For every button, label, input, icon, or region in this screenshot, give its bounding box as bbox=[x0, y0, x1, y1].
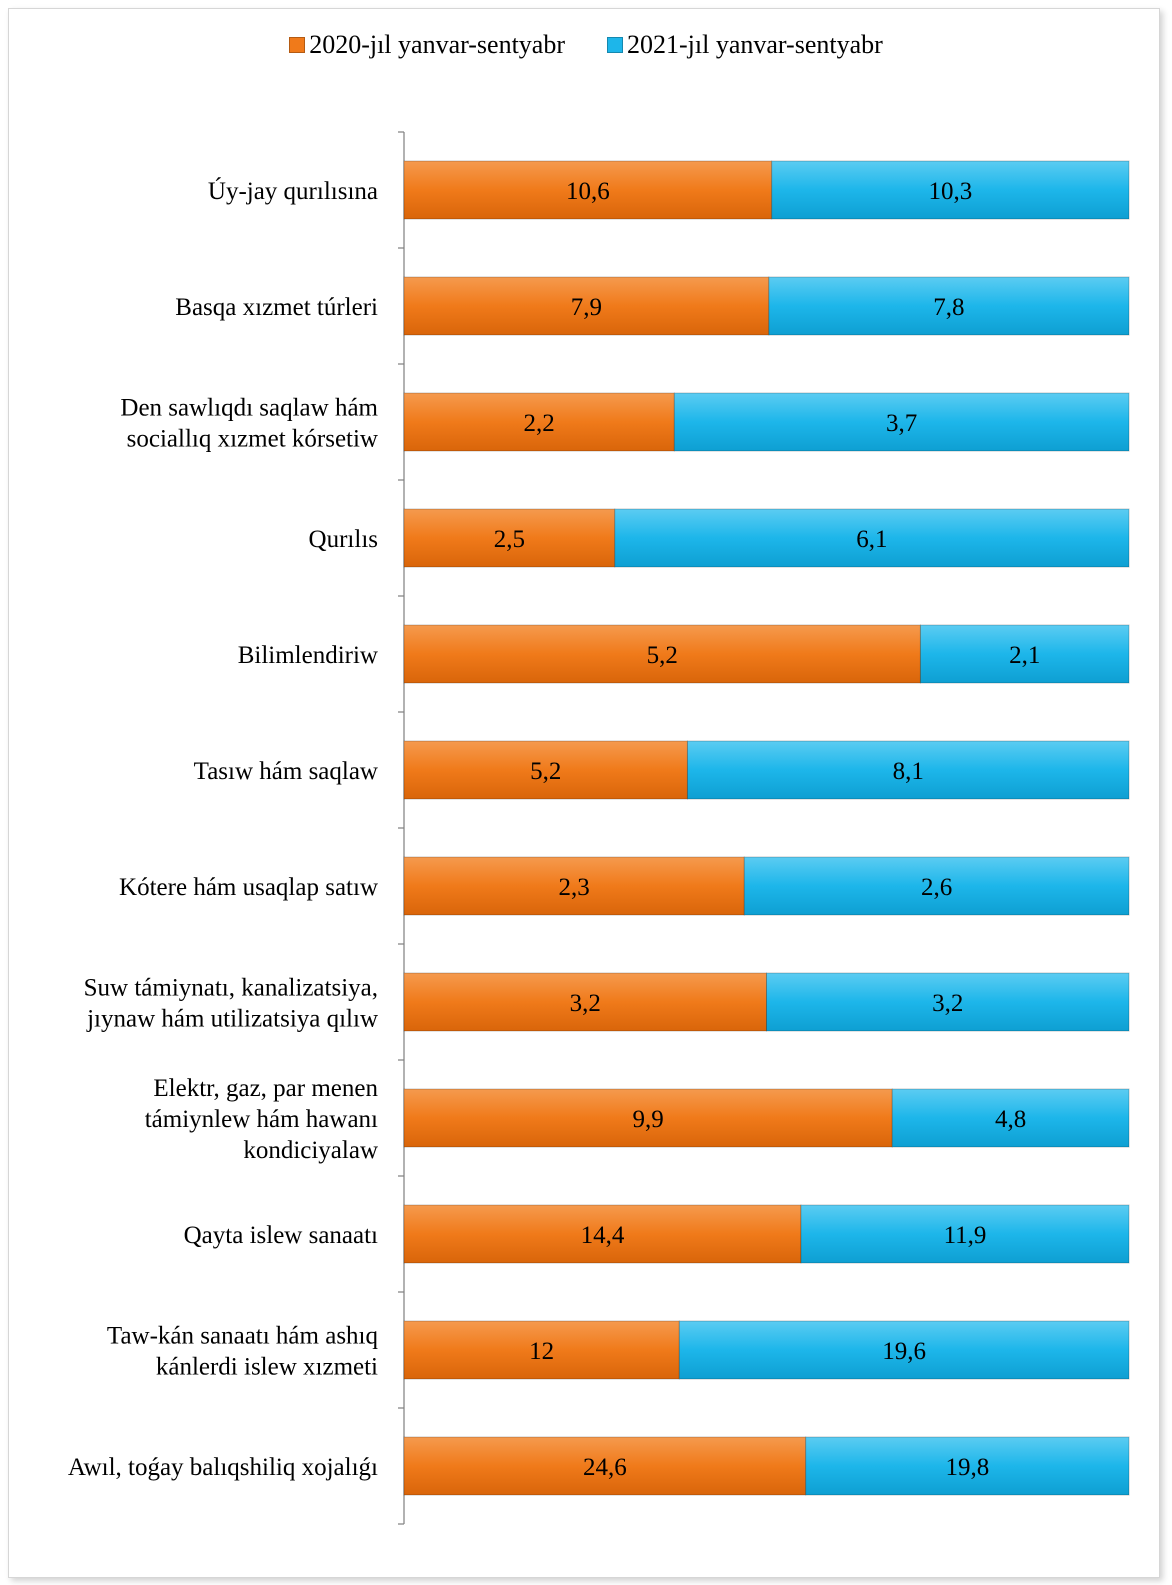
data-label: 14,4 bbox=[581, 1222, 625, 1249]
category-labels: Úy-jay qurılısına Basqa xızmet túrleri Den… bbox=[68, 177, 379, 1481]
category-label: Awıl, toǵay balıqshiliq xojalıǵı bbox=[68, 1454, 378, 1481]
category-label-line: kondiciyalaw bbox=[243, 1137, 378, 1164]
bar-2020 bbox=[403, 972, 767, 1032]
bar-2021 bbox=[800, 1204, 1130, 1264]
category-label-line: jıynaw hám utilizatsiya qılıw bbox=[86, 1006, 378, 1033]
category-label: Suw támiynatı, kanalizatsiya, jıynaw hám … bbox=[84, 975, 378, 1033]
data-label: 2,3 bbox=[559, 874, 590, 901]
category-label-line: Suw támiynatı, kanalizatsiya, bbox=[84, 975, 378, 1002]
data-label: 3,2 bbox=[570, 990, 601, 1017]
data-label: 19,6 bbox=[882, 1338, 926, 1365]
data-label: 3,7 bbox=[886, 410, 917, 437]
category-label-line: Kótere hám usaqlap satıw bbox=[119, 874, 378, 901]
bar-2020 bbox=[403, 392, 675, 452]
bar-2021 bbox=[768, 276, 1130, 336]
data-label: 3,2 bbox=[932, 990, 963, 1017]
data-label: 2,1 bbox=[1009, 642, 1040, 669]
data-label: 6,1 bbox=[856, 526, 887, 553]
category-label: Elektr, gaz, par menen támiynlew hám hawa… bbox=[145, 1075, 379, 1164]
legend-item-2021: 2021-jıl yanvar-sentyabr bbox=[607, 30, 883, 60]
category-label: Tasıw hám saqlaw bbox=[194, 758, 378, 785]
category-label: Taw-kán sanaatı hám ashıq kánlerdi islew … bbox=[107, 1323, 379, 1381]
data-label: 2,2 bbox=[524, 410, 555, 437]
category-label: Den sawlıqdı saqlaw hám sociallıq xızmet … bbox=[120, 395, 378, 453]
bar-2020 bbox=[403, 740, 688, 800]
category-label-line: Úy-jay qurılısına bbox=[208, 177, 378, 205]
data-label: 2,6 bbox=[921, 874, 952, 901]
bars-group: 10,6 10,3 7,9 7,8 2,2 3,7 2,5 6,1 5,2 2,1 5,2 8,1 2,… bbox=[403, 160, 1130, 1496]
category-label-line: kánlerdi islew xızmeti bbox=[156, 1354, 378, 1381]
bar-2020 bbox=[403, 856, 745, 916]
category-label: Basqa xızmet túrleri bbox=[175, 294, 378, 321]
legend-label-2021: 2021-jıl yanvar-sentyabr bbox=[627, 30, 883, 59]
category-label: Bilimlendiriw bbox=[238, 642, 378, 669]
legend-swatch-2021 bbox=[607, 37, 623, 53]
category-label: Qayta islew sanaatı bbox=[184, 1222, 378, 1249]
bar-2021 bbox=[614, 508, 1130, 568]
data-label: 7,8 bbox=[933, 294, 964, 321]
category-label-line: Awıl, toǵay balıqshiliq xojalıǵı bbox=[68, 1454, 378, 1481]
category-label: Qurılıs bbox=[309, 526, 378, 553]
bar-2020 bbox=[403, 1320, 680, 1380]
category-label-line: Elektr, gaz, par menen bbox=[153, 1075, 378, 1102]
data-label: 19,8 bbox=[945, 1454, 989, 1481]
bar-2020 bbox=[403, 1204, 802, 1264]
data-label: 2,5 bbox=[494, 526, 525, 553]
data-label: 11,9 bbox=[944, 1222, 987, 1249]
category-label: Úy-jay qurılısına bbox=[208, 177, 378, 205]
bar-2020 bbox=[403, 624, 921, 684]
category-label: Kótere hám usaqlap satıw bbox=[119, 874, 378, 901]
y-axis bbox=[398, 131, 405, 1525]
category-label-line: Qayta islew sanaatı bbox=[184, 1222, 378, 1249]
category-label-line: Qurılıs bbox=[309, 526, 378, 553]
bar-2021 bbox=[805, 1436, 1130, 1496]
category-label-line: Den sawlıqdı saqlaw hám bbox=[120, 395, 378, 422]
legend-item-2020: 2020-jıl yanvar-sentyabr bbox=[289, 30, 565, 60]
bar-2021 bbox=[766, 972, 1130, 1032]
data-label: 10,3 bbox=[928, 178, 972, 205]
data-label: 24,6 bbox=[583, 1454, 627, 1481]
bar-2021 bbox=[743, 856, 1130, 916]
bar-2021 bbox=[673, 392, 1130, 452]
bar-2021 bbox=[919, 624, 1130, 684]
bar-2021 bbox=[771, 160, 1130, 220]
category-label-line: sociallıq xızmet kórsetiw bbox=[127, 426, 378, 453]
bar-2020 bbox=[403, 160, 773, 220]
bar-2021 bbox=[678, 1320, 1130, 1380]
bar-2020 bbox=[403, 508, 616, 568]
bar-2021 bbox=[686, 740, 1130, 800]
data-label: 10,6 bbox=[566, 178, 610, 205]
category-label-line: Taw-kán sanaatı hám ashıq bbox=[107, 1323, 379, 1350]
data-label: 9,9 bbox=[633, 1106, 664, 1133]
data-label: 5,2 bbox=[530, 758, 561, 785]
category-label-line: Basqa xızmet túrleri bbox=[175, 294, 378, 321]
category-label-line: Bilimlendiriw bbox=[238, 642, 378, 669]
category-label-line: támiynlew hám hawanı bbox=[145, 1106, 378, 1133]
data-label: 5,2 bbox=[647, 642, 678, 669]
data-label: 8,1 bbox=[893, 758, 924, 785]
legend-swatch-2020 bbox=[289, 37, 306, 53]
data-label: 12 bbox=[529, 1338, 554, 1365]
legend: 2020-jıl yanvar-sentyabr 2021-jıl yanvar… bbox=[0, 30, 1172, 60]
bar-2020 bbox=[403, 276, 770, 336]
data-label: 4,8 bbox=[995, 1106, 1026, 1133]
legend-label-2020: 2020-jıl yanvar-sentyabr bbox=[309, 30, 565, 59]
bar-2021 bbox=[891, 1088, 1130, 1148]
category-label-line: Tasıw hám saqlaw bbox=[194, 758, 378, 785]
data-label: 7,9 bbox=[571, 294, 602, 321]
